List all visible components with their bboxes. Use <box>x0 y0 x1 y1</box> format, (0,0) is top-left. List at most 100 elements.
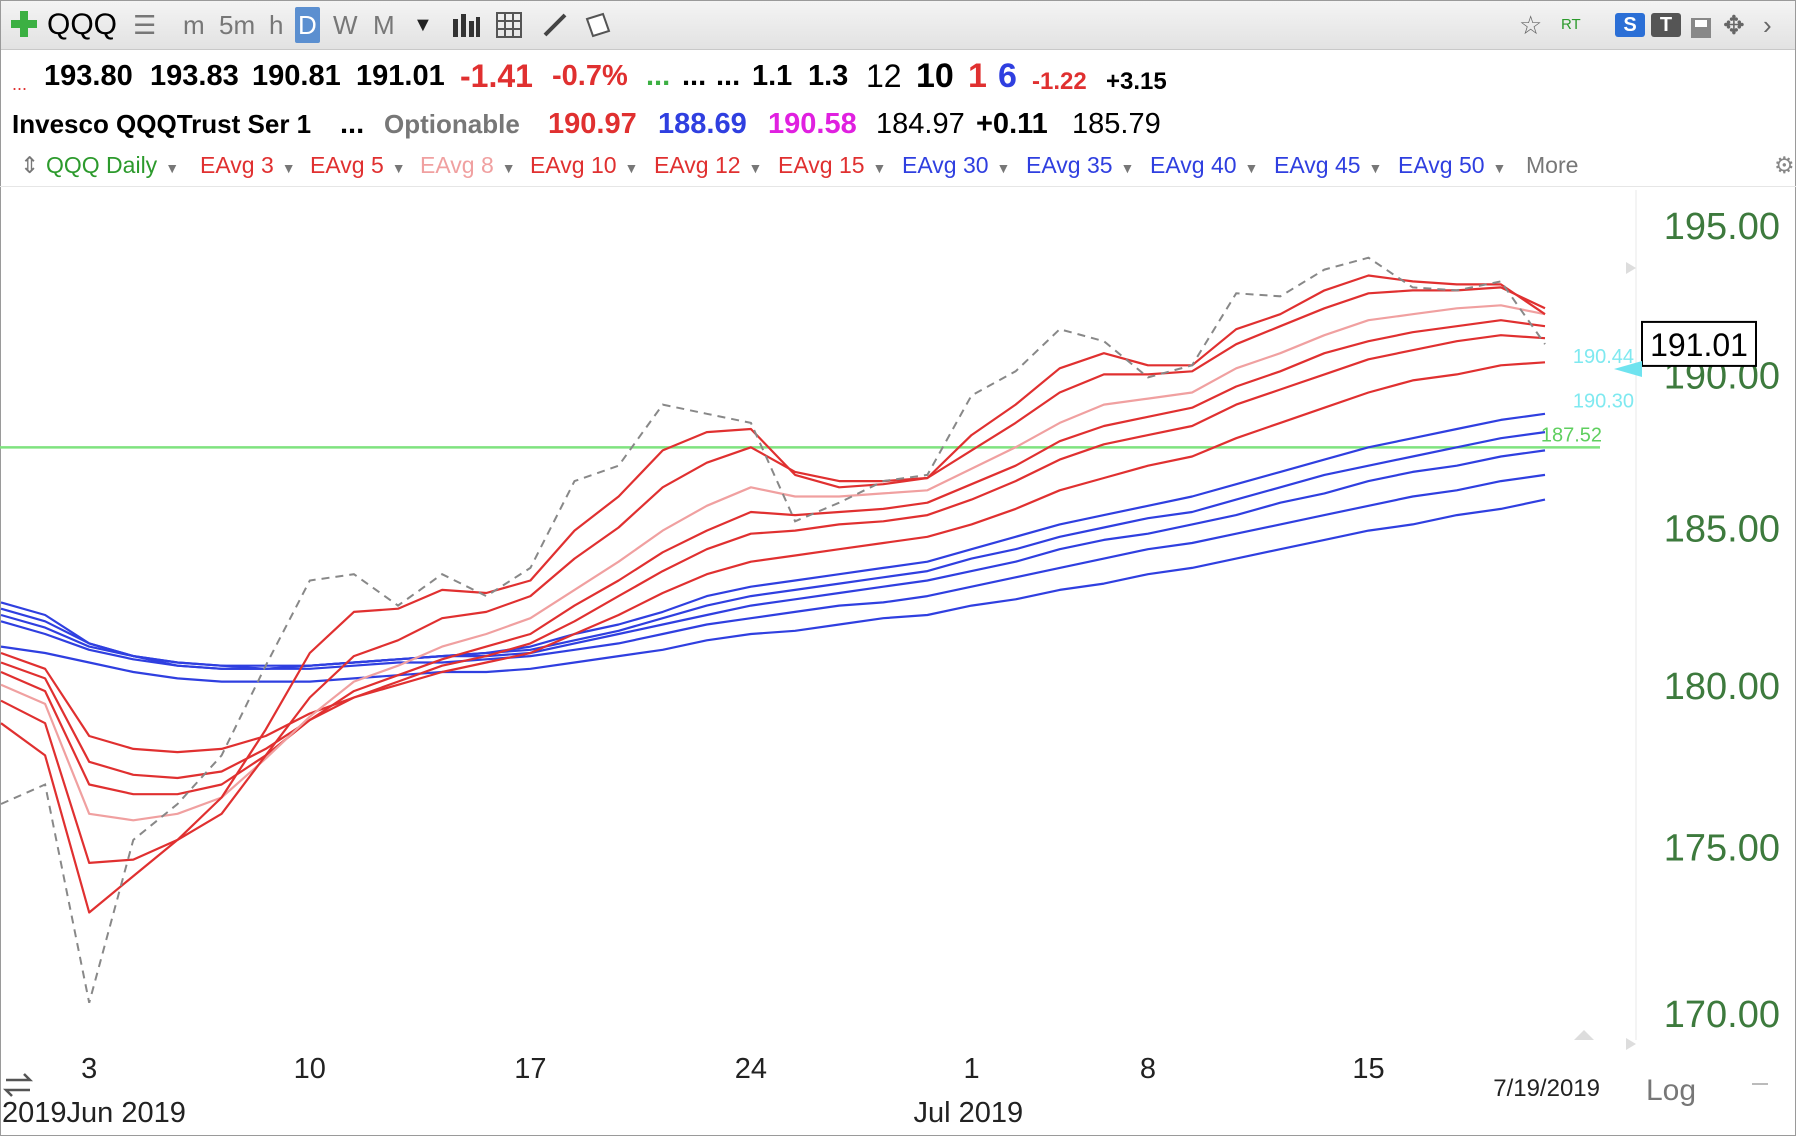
series-line-eavg-50 <box>0 498 1546 683</box>
change-value: -1.41 <box>460 58 533 94</box>
scale-label: Log <box>1646 1074 1696 1107</box>
legend-item-eavg-50[interactable]: EAvg 50 ▼ <box>1398 152 1506 179</box>
optionable-label: Optionable <box>384 109 520 139</box>
chevron-down-icon: ▼ <box>1492 160 1507 176</box>
series-line-eavg-10 <box>0 319 1546 796</box>
legend-item-eavg-40[interactable]: EAvg 40 ▼ <box>1150 152 1258 179</box>
trade-icon[interactable]: T <box>1651 13 1681 37</box>
legend-item-eavg-45[interactable]: EAvg 45 ▼ <box>1274 152 1382 179</box>
legend-main-label: QQQ Daily <box>46 152 158 178</box>
draw-icon[interactable] <box>541 11 569 47</box>
scroll-bottom-icon[interactable] <box>1626 1038 1636 1050</box>
legend-item-eavg-5[interactable]: EAvg 5 ▼ <box>310 152 406 179</box>
add-symbol-icon[interactable] <box>9 9 39 39</box>
y-tick-label: 180.00 <box>1664 666 1780 708</box>
info-p5: +0.11 <box>976 108 1048 140</box>
note-icon[interactable] <box>583 11 613 47</box>
save-icon[interactable] <box>1689 13 1713 49</box>
interval-daily[interactable]: D <box>295 7 320 43</box>
series-line-eavg-45 <box>0 473 1546 670</box>
info-p4: 184.97 <box>876 108 965 140</box>
refresh-icon[interactable] <box>2 1073 34 1097</box>
change-pct-value: -0.7% <box>552 60 628 92</box>
legend-item-eavg-30[interactable]: EAvg 30 ▼ <box>902 152 1010 179</box>
series-line-eavg-12 <box>0 334 1546 780</box>
study-legend: ⇕ QQQ Daily ▼ EAvg 3 ▼ EAvg 5 ▼ EAvg 8 ▼ EAvg 1… <box>0 146 1796 187</box>
level-line-label: 187.52 <box>1541 424 1602 446</box>
legend-item-label: EAvg 40 <box>1150 152 1237 178</box>
quote-prefix: ... <box>12 74 28 94</box>
toolbar: QQQ ☰ m 5m h D W M ▼ ☆ RT S T ✥ › <box>1 1 1795 50</box>
x-tick-label: 8 <box>1140 1053 1156 1085</box>
legend-item-label: EAvg 10 <box>530 152 617 178</box>
chevron-down-icon: ▼ <box>872 160 887 176</box>
high-value: 193.83 <box>150 60 239 92</box>
signal-icon[interactable]: S <box>1615 13 1645 37</box>
star-icon[interactable]: ☆ <box>1519 10 1543 40</box>
series-line-eavg-5 <box>0 286 1546 865</box>
close-price-line <box>0 256 1546 1004</box>
move-icon[interactable]: ✥ <box>1723 10 1745 40</box>
series-line-eavg-3 <box>0 274 1546 914</box>
legend-item-label: EAvg 50 <box>1398 152 1485 178</box>
legend-item-label: EAvg 15 <box>778 152 865 178</box>
dropdown-icon[interactable]: ▼ <box>413 14 433 36</box>
quote-dots-1: ... <box>646 60 671 92</box>
more-right-icon[interactable]: › <box>1763 10 1772 40</box>
stat-v8: +3.15 <box>1106 68 1167 95</box>
x-tick-label: 17 <box>514 1053 546 1085</box>
chevron-down-icon: ▼ <box>281 160 296 176</box>
last-price-label: 191.01 <box>1650 327 1748 363</box>
y-tick-label: 175.00 <box>1664 827 1780 869</box>
interval-weekly[interactable]: W <box>333 10 358 40</box>
legend-main[interactable]: QQQ Daily ▼ <box>46 152 179 179</box>
interval-minute[interactable]: m <box>183 10 205 40</box>
series-group <box>0 256 1546 1004</box>
chevron-down-icon: ▼ <box>391 160 406 176</box>
chevron-down-icon: ▼ <box>501 160 516 176</box>
legend-item-label: EAvg 30 <box>902 152 989 178</box>
legend-item-eavg-10[interactable]: EAvg 10 ▼ <box>530 152 638 179</box>
realtime-icon[interactable]: RT <box>1561 16 1581 33</box>
quote-dots-2: ... <box>682 60 707 92</box>
month-label: 2019Jun 2019 <box>2 1097 186 1129</box>
low-value: 190.81 <box>252 60 341 92</box>
stat-v6: 6 <box>998 57 1017 95</box>
series-line-eavg-15 <box>0 361 1546 754</box>
stat-v7: -1.22 <box>1032 68 1087 95</box>
info-p3: 190.58 <box>768 108 857 140</box>
chevron-down-icon: ▼ <box>1368 160 1383 176</box>
symbol-field[interactable]: QQQ <box>47 8 118 41</box>
legend-item-eavg-15[interactable]: EAvg 15 ▼ <box>778 152 886 179</box>
chevron-down-icon: ▼ <box>1244 160 1259 176</box>
scroll-up-icon[interactable] <box>1574 1030 1594 1040</box>
legend-item-eavg-12[interactable]: EAvg 12 ▼ <box>654 152 762 179</box>
chevron-down-icon: ▼ <box>996 160 1011 176</box>
list-icon[interactable]: ☰ <box>133 10 157 40</box>
interval-hour[interactable]: h <box>269 10 284 40</box>
x-tick-label: 15 <box>1352 1053 1384 1085</box>
legend-item-eavg-35[interactable]: EAvg 35 ▼ <box>1026 152 1134 179</box>
stat-v1: 1.1 <box>752 60 793 92</box>
chart-grid-icon[interactable] <box>495 11 525 47</box>
date-label: 7/19/2019 <box>1493 1075 1600 1102</box>
legend-item-eavg-3[interactable]: EAvg 3 ▼ <box>200 152 296 179</box>
price-pointer-icon <box>1614 361 1642 377</box>
chevron-down-icon: ▼ <box>624 160 639 176</box>
legend-resize-icon[interactable]: ⇕ <box>20 152 40 178</box>
chart-style-icon[interactable] <box>451 11 481 47</box>
close-value: 191.01 <box>356 60 445 92</box>
legend-more[interactable]: More <box>1526 152 1579 178</box>
info-p6: 185.79 <box>1072 108 1161 140</box>
y-tick-label: 195.00 <box>1664 206 1780 248</box>
price-labels: 191.01 187.52 190.44 190.30 <box>1541 320 1757 446</box>
settings-gear-icon[interactable]: ⚙ <box>1774 152 1795 178</box>
stat-v2: 1.3 <box>808 60 849 92</box>
legend-item-eavg-8[interactable]: EAvg 8 ▼ <box>420 152 516 179</box>
interval-monthly[interactable]: M <box>373 10 395 40</box>
x-tick-label: 24 <box>735 1053 767 1085</box>
stat-v4: 10 <box>916 57 954 95</box>
info-p1: 190.97 <box>548 108 637 140</box>
interval-5min[interactable]: 5m <box>219 10 256 40</box>
